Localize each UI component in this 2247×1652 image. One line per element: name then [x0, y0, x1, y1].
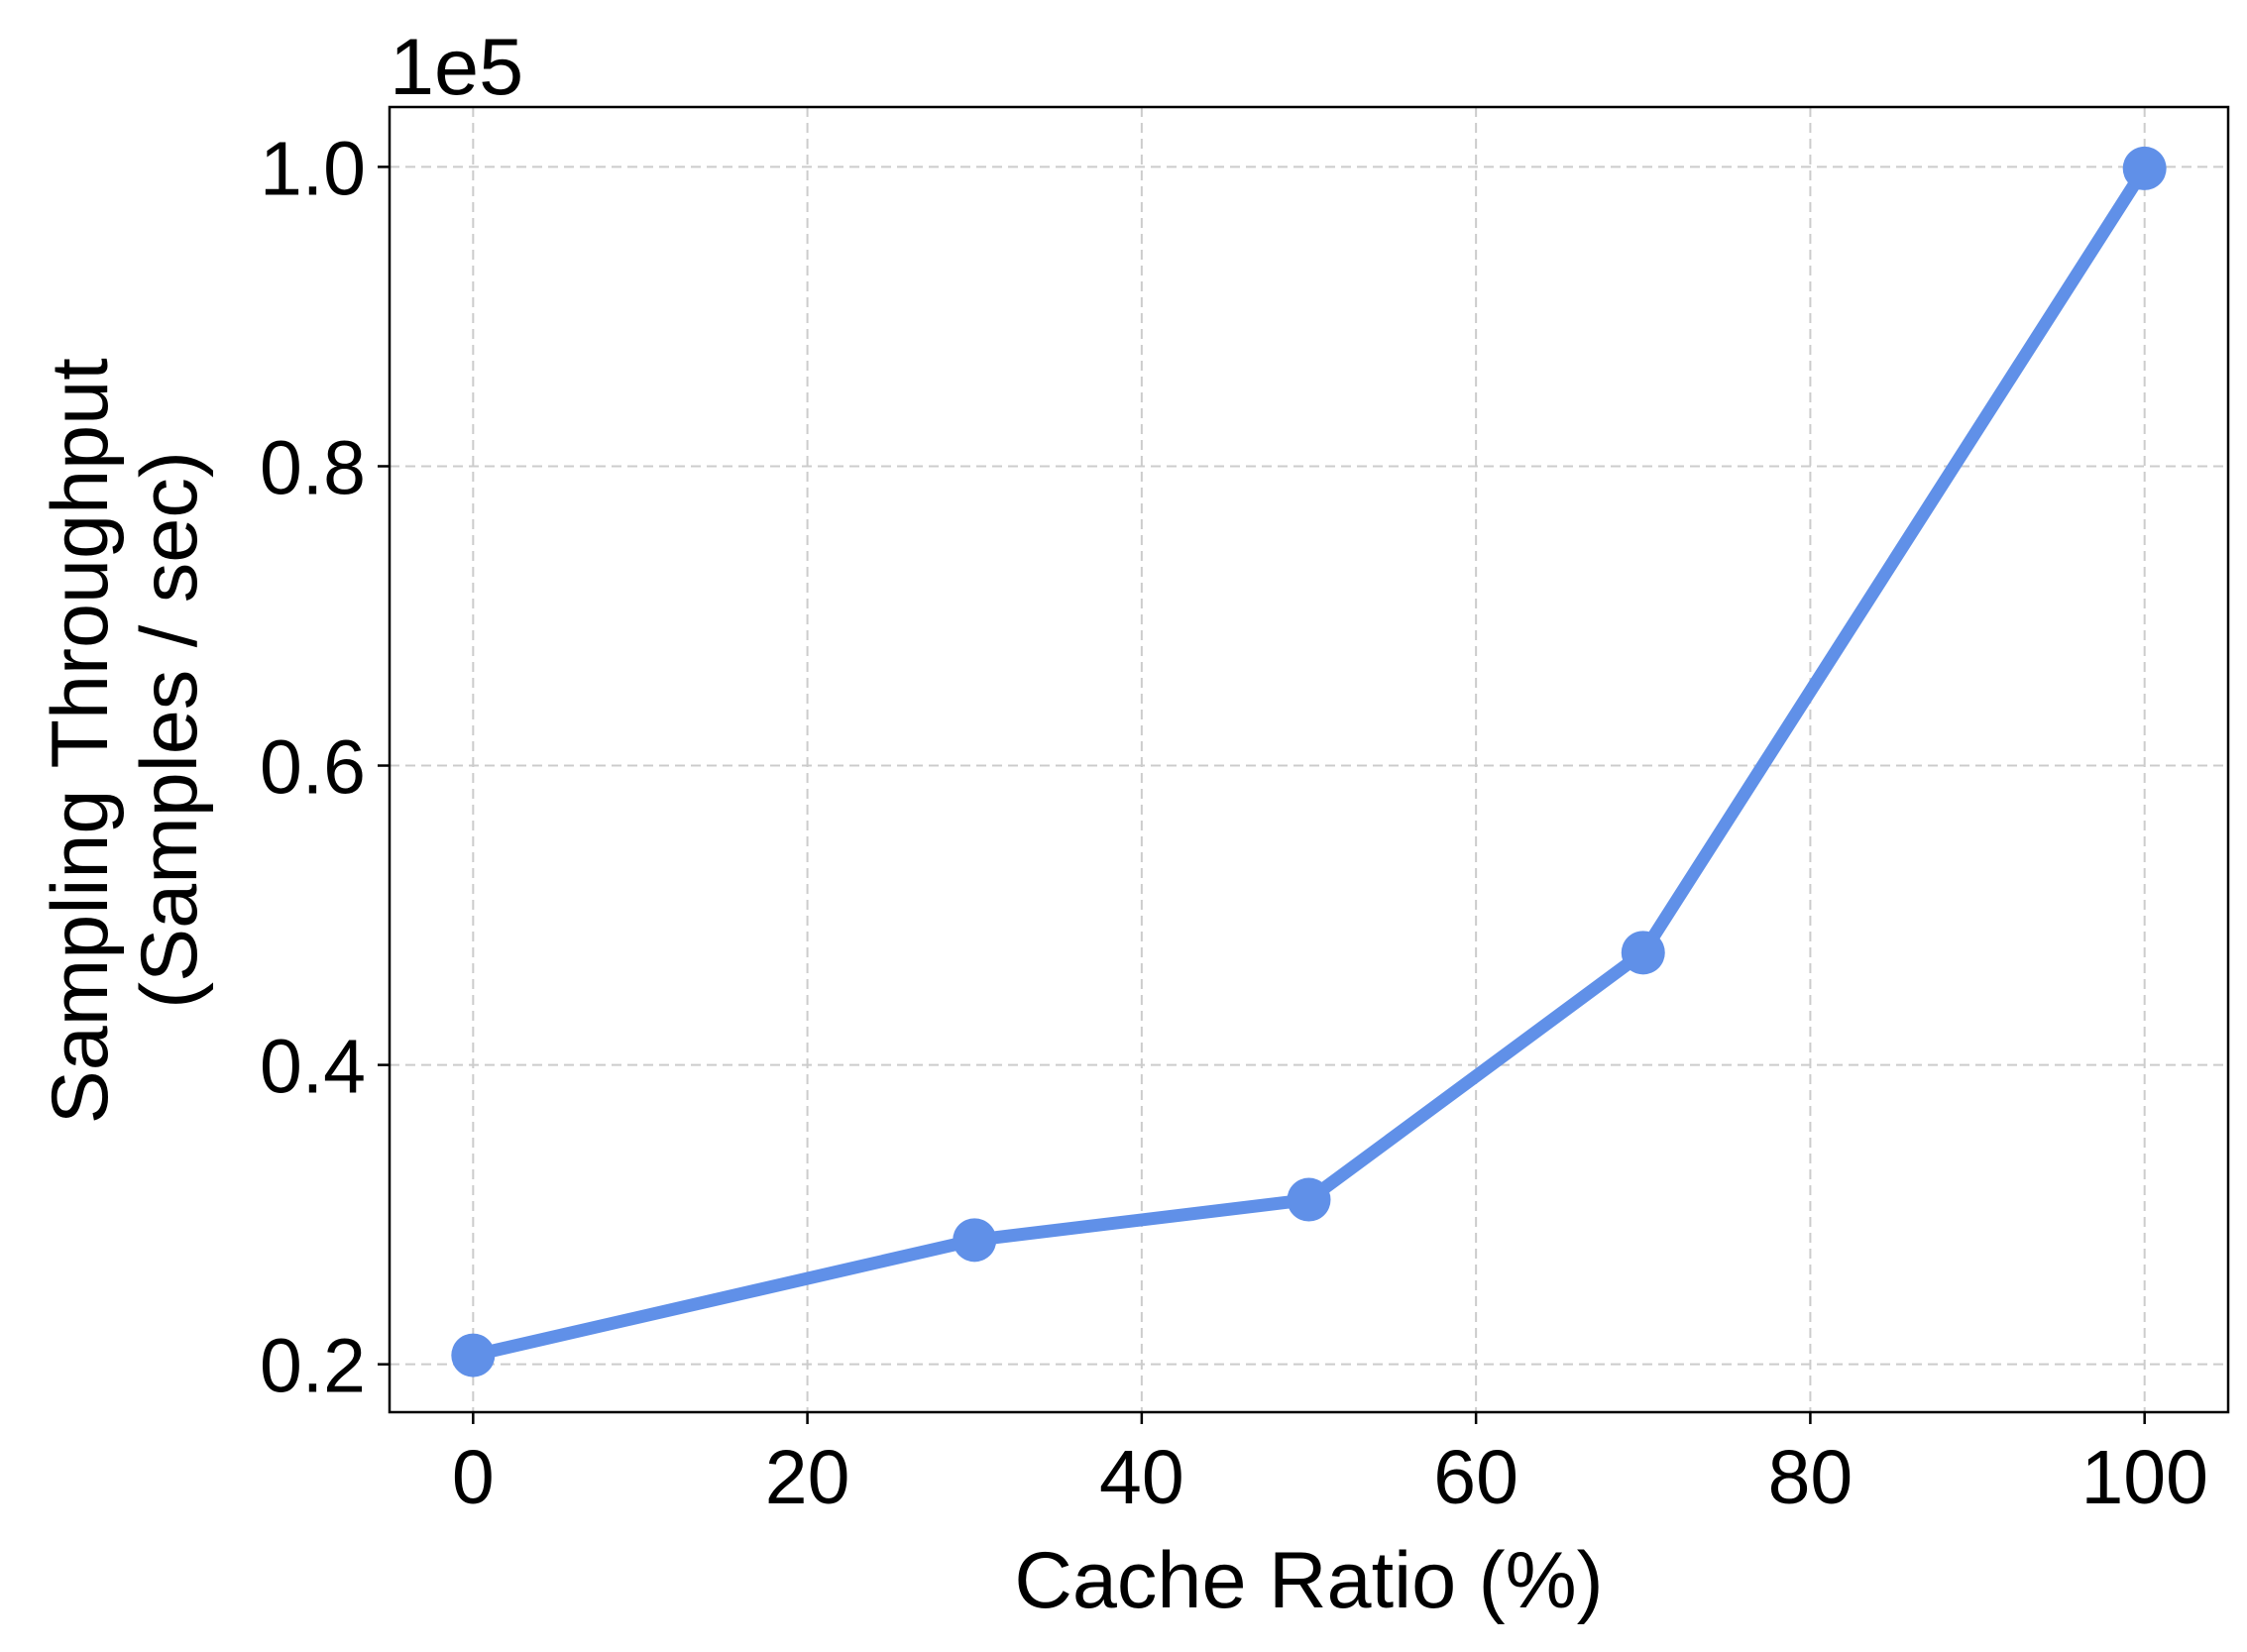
y-tick-label: 0.2 [260, 1324, 366, 1409]
x-tick-label: 60 [1433, 1435, 1518, 1520]
data-point [2122, 146, 2167, 190]
y-axis-title-line-2: (Samples / sec) [125, 451, 214, 1009]
x-tick-label: 20 [765, 1435, 850, 1520]
y-axis: 0.2 0.4 0.6 0.8 1.0 [260, 126, 390, 1409]
data-point [451, 1333, 496, 1377]
series-line [466, 162, 2152, 1363]
y-axis-title: Sampling Throughput (Samples / sec) [36, 336, 214, 1125]
data-point [1621, 931, 1665, 975]
data-point [953, 1218, 997, 1263]
x-tick-label: 40 [1099, 1435, 1184, 1520]
x-tick-label: 80 [1768, 1435, 1854, 1520]
series-layer [451, 146, 2167, 1377]
y-axis-title-line-1: Sampling Throughput [36, 358, 125, 1124]
plot-frame [388, 105, 2230, 1414]
grid [390, 107, 2228, 1412]
y-tick-label: 0.4 [260, 1025, 366, 1110]
data-point [1287, 1177, 1331, 1222]
y-offset-label: 1e5 [390, 23, 523, 112]
y-tick-label: 1.0 [260, 126, 366, 211]
y-tick-label: 0.6 [260, 725, 366, 811]
x-axis: 0 20 40 60 80 100 [452, 1412, 2208, 1520]
y-tick-label: 0.8 [260, 425, 366, 510]
x-tick-label: 100 [2080, 1435, 2207, 1520]
x-axis-title: Cache Ratio (%) [1014, 1536, 1603, 1625]
x-tick-label: 0 [452, 1435, 495, 1520]
